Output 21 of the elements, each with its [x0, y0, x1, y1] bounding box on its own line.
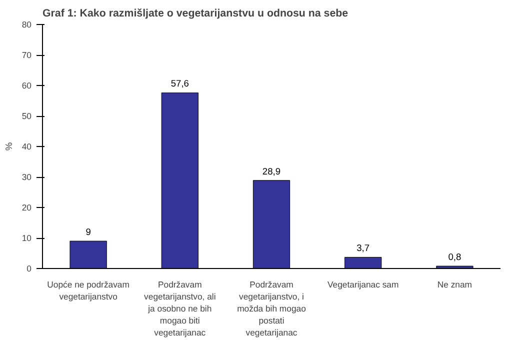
data-label: 0,8 [448, 252, 462, 262]
y-tick-label: 30 [22, 172, 32, 182]
x-tick-label: Ne znam [437, 280, 472, 290]
y-tick-label: 50 [22, 111, 32, 121]
y-tick-label: 0 [26, 264, 32, 274]
data-label: 3,7 [356, 243, 370, 254]
x-tick-label: Podržavam vegetarijanstvo, ali ja osobno ne bih mogao biti vegetarijanac [144, 280, 216, 338]
y-tick-label: 40 [22, 142, 32, 152]
y-tick-label: 80 [22, 20, 32, 30]
x-tick-label: Uopće ne podržavam vegetarijanstvo [47, 280, 130, 302]
y-tick-label: 20 [22, 202, 32, 212]
y-tick-label: 70 [22, 50, 32, 60]
x-tick-label: Podržavam vegetarijanstvo, i možda bih mogao postati vegetarijanac [237, 280, 306, 338]
y-axis-title: % [4, 142, 14, 151]
y-tick-label: 60 [22, 80, 32, 90]
data-label: 57,6 [170, 78, 189, 89]
y-tick-label: 10 [22, 233, 32, 243]
x-tick-label: Vegetarijanac sam [327, 280, 399, 290]
data-label: 9 [86, 226, 91, 237]
data-label: 28,9 [262, 166, 281, 176]
chart-title: Graf 1: Kako razmišljate o vegetarijanstvu u odnosu na sebe [42, 8, 348, 20]
